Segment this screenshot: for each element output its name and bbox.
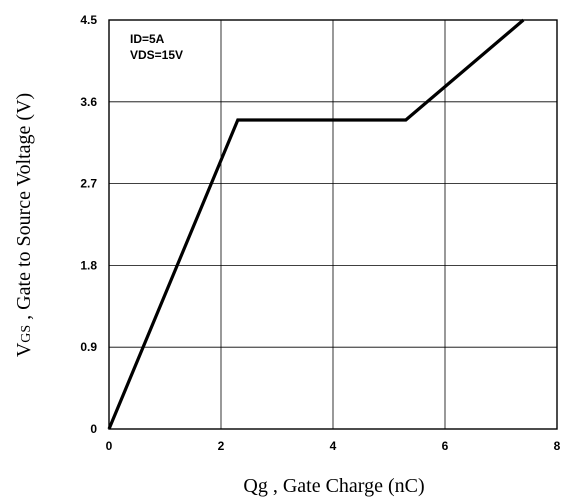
x-tick-label: 2 [218,439,225,453]
series-layer [107,18,525,430]
annotation-id: ID=5A [130,32,165,46]
annotation-group: ID=5A VDS=15V [130,32,183,62]
y-tick-label: 0.9 [80,340,97,354]
y-axis-label-main: V [13,342,35,357]
y-tick-label: 4.5 [80,13,97,27]
x-axis-label: Qg , Gate Charge (nC) [243,475,424,497]
grid-lines [109,20,557,429]
y-tick-label: 2.7 [80,177,97,191]
y-tick-label: 1.8 [80,258,97,272]
y-axis-label-rest: , Gate to Source Voltage (V) [13,93,35,325]
y-axis-label: VGS , Gate to Source Voltage (V) [13,93,35,357]
x-tick-label: 0 [106,439,113,453]
y-tick-label: 0 [90,422,97,436]
annotation-vds: VDS=15V [130,48,183,62]
series-line-0 [107,18,525,430]
y-axis-label-subscript: GS [19,325,34,343]
x-tick-label: 8 [554,439,561,453]
x-tick-label: 4 [330,439,337,453]
y-tick-label: 3.6 [80,95,97,109]
plot-frame [108,19,558,430]
tick-labels: 0 2 4 6 8 0 0.9 1.8 2.7 3.6 4.5 [80,13,560,453]
x-tick-label: 6 [442,439,449,453]
